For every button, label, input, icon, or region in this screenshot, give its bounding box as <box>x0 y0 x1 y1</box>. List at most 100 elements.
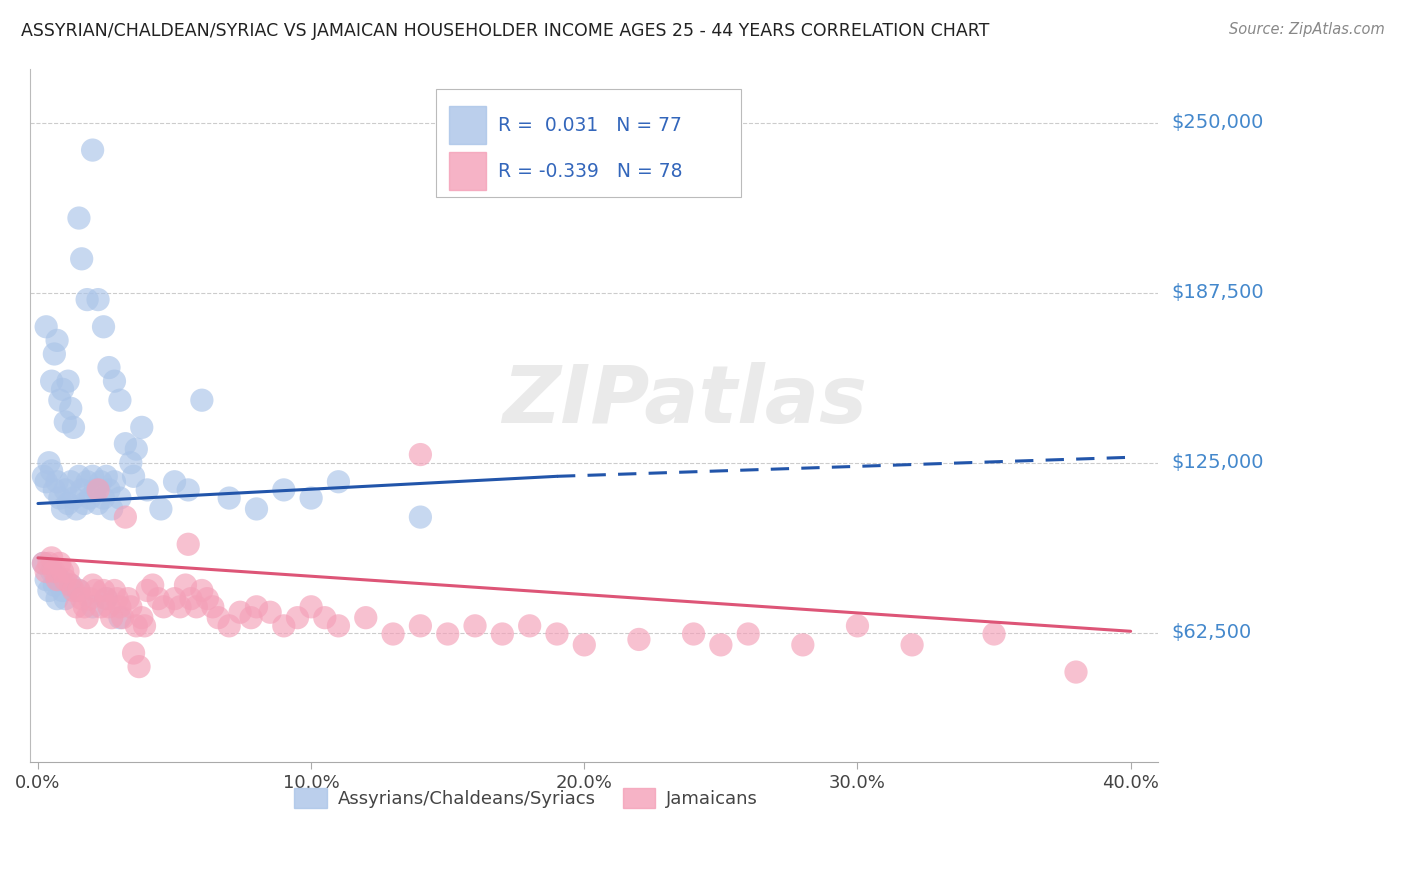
Point <box>191 393 214 408</box>
Point <box>38 557 60 571</box>
Point <box>56 496 79 510</box>
Point <box>46 334 69 348</box>
Text: ZIPatlas: ZIPatlas <box>502 362 866 441</box>
Point <box>409 448 432 462</box>
Point <box>59 578 82 592</box>
Point <box>436 627 458 641</box>
FancyBboxPatch shape <box>436 89 741 197</box>
Point <box>62 491 84 505</box>
Point <box>134 619 156 633</box>
Point <box>245 599 267 614</box>
Point <box>67 211 90 225</box>
Point <box>519 619 541 633</box>
Point <box>56 565 79 579</box>
Point <box>546 627 568 641</box>
Point <box>114 510 136 524</box>
Point <box>44 483 66 497</box>
Bar <box>450 106 485 145</box>
Point <box>152 599 174 614</box>
Text: R = -0.339   N = 78: R = -0.339 N = 78 <box>498 161 682 180</box>
Point <box>46 573 69 587</box>
Point <box>328 619 350 633</box>
Point <box>464 619 486 633</box>
Point <box>103 475 125 489</box>
Point <box>273 483 295 497</box>
Point <box>382 627 405 641</box>
Point <box>149 502 172 516</box>
Point <box>901 638 924 652</box>
Point <box>35 319 58 334</box>
Point <box>56 374 79 388</box>
Point <box>131 610 153 624</box>
Point <box>100 610 122 624</box>
Point <box>67 469 90 483</box>
Point <box>98 599 121 614</box>
Point <box>96 591 118 606</box>
Point <box>53 573 76 587</box>
Point <box>90 475 112 489</box>
Point <box>41 565 63 579</box>
Point <box>76 293 98 307</box>
Point <box>163 591 186 606</box>
Point <box>627 632 650 647</box>
Point <box>51 565 73 579</box>
Point <box>62 583 84 598</box>
Point <box>125 619 148 633</box>
Point <box>41 464 63 478</box>
Point <box>35 475 58 489</box>
Point <box>108 599 131 614</box>
Point <box>51 583 73 598</box>
Point <box>82 469 104 483</box>
Point <box>41 550 63 565</box>
Text: $125,000: $125,000 <box>1171 453 1264 472</box>
Point <box>53 591 76 606</box>
Point <box>65 599 87 614</box>
Point <box>120 456 142 470</box>
Point <box>142 578 165 592</box>
Point <box>100 502 122 516</box>
Point <box>59 401 82 416</box>
Point <box>82 143 104 157</box>
Point <box>76 475 98 489</box>
Point <box>32 557 55 571</box>
Point <box>125 442 148 457</box>
Text: $62,500: $62,500 <box>1171 624 1253 642</box>
Point <box>49 491 72 505</box>
Point <box>180 591 202 606</box>
Text: $187,500: $187,500 <box>1171 284 1264 302</box>
Point <box>84 583 107 598</box>
Point <box>682 627 704 641</box>
Point <box>73 599 96 614</box>
Point <box>491 627 513 641</box>
Point <box>96 591 118 606</box>
Point <box>122 469 145 483</box>
Point <box>67 583 90 598</box>
Point <box>98 360 121 375</box>
Point <box>287 610 309 624</box>
Point <box>49 557 72 571</box>
Text: $250,000: $250,000 <box>1171 113 1264 132</box>
Point <box>82 578 104 592</box>
Point <box>710 638 733 652</box>
Point <box>76 610 98 624</box>
Point <box>70 591 93 606</box>
Point <box>218 491 240 505</box>
Point <box>108 393 131 408</box>
Point <box>128 659 150 673</box>
Point <box>409 510 432 524</box>
Point <box>1064 665 1087 679</box>
Point <box>96 469 118 483</box>
Point <box>38 583 60 598</box>
Point <box>70 483 93 497</box>
Point <box>136 583 159 598</box>
Point <box>354 610 377 624</box>
Point <box>737 627 759 641</box>
Point <box>169 599 191 614</box>
Point <box>108 610 131 624</box>
Point <box>131 420 153 434</box>
Text: ASSYRIAN/CHALDEAN/SYRIAC VS JAMAICAN HOUSEHOLDER INCOME AGES 25 - 44 YEARS CORRE: ASSYRIAN/CHALDEAN/SYRIAC VS JAMAICAN HOU… <box>21 22 990 40</box>
Point <box>59 475 82 489</box>
Point <box>41 374 63 388</box>
Point <box>259 605 281 619</box>
Point <box>574 638 596 652</box>
